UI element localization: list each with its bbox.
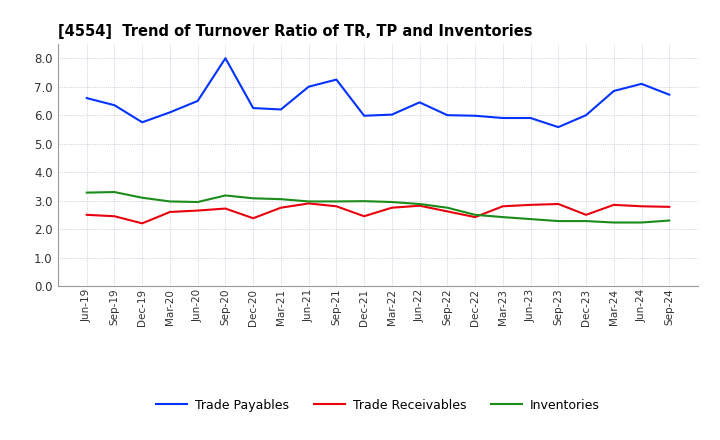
Inventories (554, 218, 562, 224)
Trade Payables (82, 95, 91, 101)
Trade Receivables (249, 216, 258, 221)
Trade Receivables (276, 205, 285, 210)
Trade Payables (582, 113, 590, 118)
Trade Payables (194, 98, 202, 103)
Inventories (498, 214, 507, 220)
Legend: Trade Payables, Trade Receivables, Inventories: Trade Payables, Trade Receivables, Inven… (151, 394, 605, 417)
Trade Payables (526, 115, 535, 121)
Trade Receivables (582, 212, 590, 217)
Trade Payables (110, 103, 119, 108)
Trade Payables (471, 113, 480, 118)
Trade Payables (221, 55, 230, 61)
Inventories (82, 190, 91, 195)
Trade Receivables (360, 213, 369, 219)
Trade Receivables (332, 204, 341, 209)
Trade Receivables (498, 204, 507, 209)
Trade Payables (249, 106, 258, 111)
Inventories (276, 197, 285, 202)
Trade Receivables (110, 213, 119, 219)
Trade Receivables (166, 209, 174, 215)
Trade Payables (609, 88, 618, 94)
Trade Payables (276, 107, 285, 112)
Line: Trade Receivables: Trade Receivables (86, 203, 670, 224)
Inventories (249, 196, 258, 201)
Trade Payables (138, 120, 147, 125)
Trade Receivables (526, 202, 535, 208)
Trade Receivables (609, 202, 618, 208)
Inventories (110, 189, 119, 194)
Inventories (415, 202, 424, 207)
Inventories (637, 220, 646, 225)
Trade Payables (360, 113, 369, 118)
Inventories (665, 218, 674, 223)
Inventories (387, 199, 396, 205)
Trade Receivables (221, 206, 230, 211)
Trade Payables (387, 112, 396, 117)
Trade Receivables (415, 203, 424, 209)
Trade Payables (665, 92, 674, 97)
Inventories (332, 199, 341, 204)
Text: [4554]  Trend of Turnover Ratio of TR, TP and Inventories: [4554] Trend of Turnover Ratio of TR, TP… (58, 24, 532, 39)
Inventories (360, 198, 369, 204)
Trade Receivables (637, 204, 646, 209)
Inventories (526, 216, 535, 222)
Inventories (194, 199, 202, 205)
Trade Receivables (194, 208, 202, 213)
Line: Trade Payables: Trade Payables (86, 58, 670, 127)
Inventories (471, 212, 480, 217)
Trade Payables (166, 110, 174, 115)
Trade Payables (332, 77, 341, 82)
Trade Receivables (138, 221, 147, 226)
Line: Inventories: Inventories (86, 192, 670, 223)
Trade Payables (554, 125, 562, 130)
Inventories (138, 195, 147, 200)
Trade Payables (415, 100, 424, 105)
Trade Receivables (665, 204, 674, 209)
Trade Receivables (554, 202, 562, 207)
Inventories (221, 193, 230, 198)
Trade Payables (498, 115, 507, 121)
Inventories (582, 218, 590, 224)
Inventories (443, 205, 451, 210)
Trade Payables (443, 113, 451, 118)
Trade Receivables (443, 209, 451, 214)
Trade Receivables (82, 212, 91, 217)
Trade Receivables (471, 214, 480, 220)
Inventories (305, 199, 313, 204)
Trade Receivables (387, 205, 396, 210)
Inventories (609, 220, 618, 225)
Inventories (166, 199, 174, 204)
Trade Receivables (305, 201, 313, 206)
Trade Payables (305, 84, 313, 89)
Trade Payables (637, 81, 646, 87)
